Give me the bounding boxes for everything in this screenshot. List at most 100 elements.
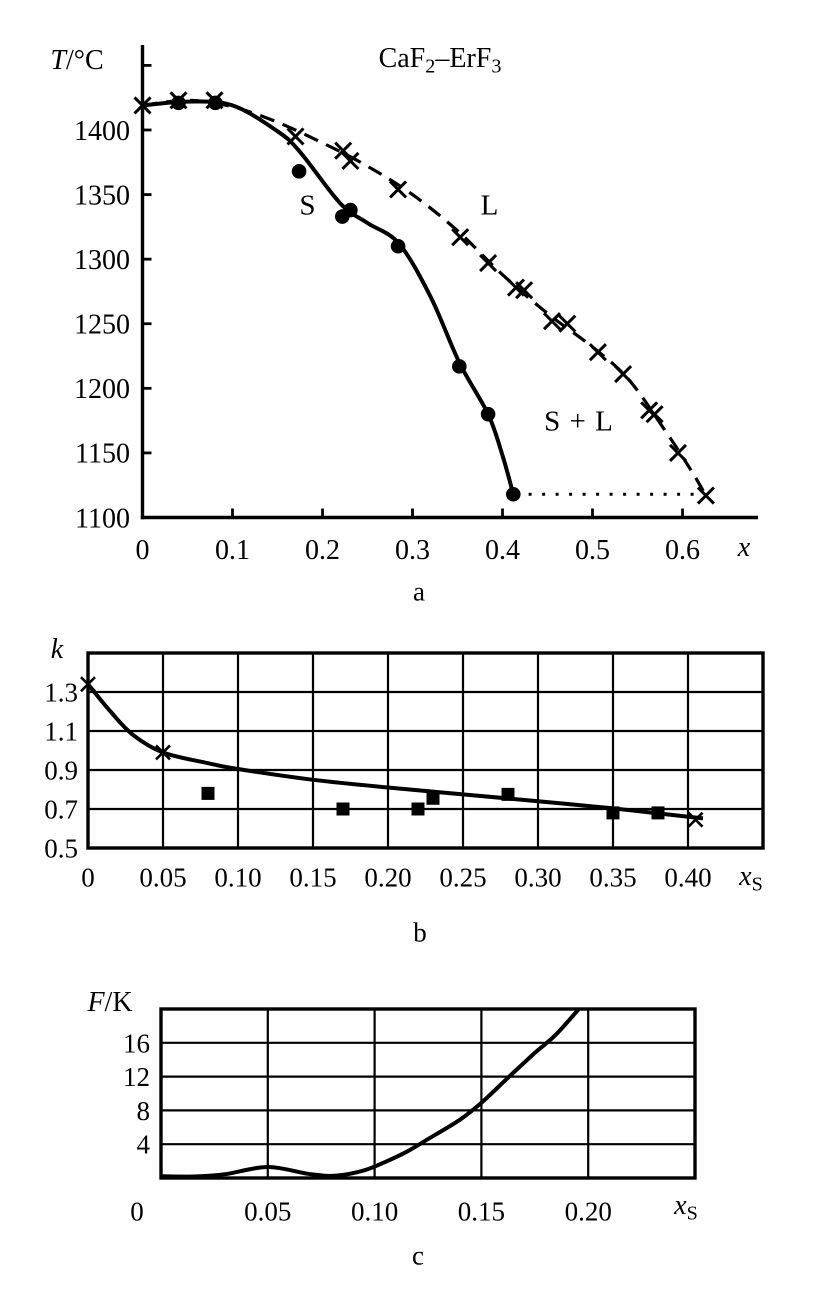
y-tick-label: 16 (123, 1028, 150, 1058)
panel-label-c: c (412, 1240, 424, 1271)
y-tick-label: 1400 (74, 116, 130, 147)
x-tick-label: 0.40 (664, 862, 711, 892)
y-tick-label: 1100 (75, 503, 130, 534)
title-sub2: 3 (491, 55, 502, 78)
liquidus-points-marker (451, 228, 470, 247)
x-tick-label: 0.2 (305, 535, 340, 566)
k-square-points-marker (651, 806, 665, 820)
chart-b-y-axis-title: k (51, 636, 63, 664)
chart-c-y-unit: /K (104, 987, 133, 1018)
chart-a-y-axis-title: T/°C (50, 47, 103, 75)
y-tick-label: 0.7 (44, 794, 78, 824)
liquidus-points-marker (515, 281, 534, 300)
liquidus-points-marker (668, 443, 688, 462)
k-square-points-marker (501, 787, 515, 801)
x-tick-label: 0 (136, 535, 150, 566)
y-tick-label: 1.1 (44, 716, 78, 746)
x-tick-label: 0.10 (214, 862, 261, 892)
liquidus-points-marker (558, 314, 577, 333)
liquidus-points-marker (614, 365, 633, 384)
x-tick-label: 0.3 (395, 535, 430, 566)
region-label-solid: S (299, 189, 317, 222)
k-square-points-marker (606, 806, 620, 820)
k-square-points-marker (411, 802, 425, 816)
k-x-points-marker (155, 744, 171, 761)
y-tick-label: 1250 (74, 310, 130, 341)
chart-a-x-symbol: x (737, 532, 751, 563)
region-label-liquid: L (480, 189, 500, 222)
x-tick-label: 0.05 (139, 862, 186, 892)
x-tick-label: 0.1 (215, 535, 250, 566)
chart-b-x-subscript: S (751, 873, 763, 896)
region-label-solid-plus-liquid: S + L (544, 405, 614, 438)
panel-label-b: b (413, 917, 427, 948)
chart-a: 0 0.1 0.2 0.3 0.4 0.5 0.6 1100 1150 1200 1250 1300 1… (74, 45, 758, 566)
plot-border (86, 651, 765, 850)
title-pre: CaF (378, 43, 426, 75)
k-square-points-marker (426, 791, 440, 805)
chart-a-y-symbol: T (50, 45, 66, 76)
y-tick-label: 4 (137, 1130, 151, 1160)
x-tick-label: 0.05 (244, 1196, 291, 1226)
chart-b: 0 0.05 0.10 0.15 0.20 0.25 0.30 0.35 0.40 0.5 0.7 0… (44, 651, 765, 892)
y-tick-label: 1150 (75, 439, 130, 470)
y-tick-label: 0.9 (44, 755, 78, 785)
liquidus-points-marker (341, 151, 360, 171)
x-tick-label: 0.5 (575, 535, 610, 566)
solidus-points-marker (291, 164, 307, 179)
title-dash: – (435, 43, 450, 75)
k-curve (86, 682, 704, 821)
x-tick-label: 0.35 (589, 862, 636, 892)
chart-a-title: CaF2–ErF3 (379, 45, 502, 77)
chart-a-x-axis-title: x (738, 534, 750, 562)
plot-border (159, 1007, 697, 1180)
liquidus-points-marker (696, 486, 715, 505)
liquidus-points-marker (542, 312, 562, 331)
k-square-points-marker (336, 802, 350, 816)
y-tick-label: 1300 (74, 245, 130, 276)
x-tick-label: 0 (81, 862, 95, 892)
x-tick-label: 0.25 (439, 862, 486, 892)
x-tick-label: 0.4 (485, 535, 520, 566)
y-tick-label: 1200 (74, 374, 130, 405)
liquidus-points-marker (479, 253, 498, 273)
x-tick-label: 0.20 (364, 862, 411, 892)
liquidus-points-marker (389, 180, 408, 199)
chart-c-y-axis-title: F/K (87, 989, 132, 1017)
chart-b-x-symbol: x (739, 861, 752, 893)
x-tick-label: 0 (130, 1196, 144, 1226)
k-x-points-marker (80, 676, 96, 693)
k-x-points-marker (687, 811, 704, 828)
k-square-points-marker (201, 786, 215, 800)
liquidus-curve (142, 98, 708, 497)
chart-c-y-symbol: F (87, 987, 105, 1018)
solidus-points-marker (506, 486, 521, 502)
f-curve (161, 1009, 582, 1178)
y-tick-label: 1350 (74, 180, 130, 211)
chart-c-x-subscript: S (686, 1202, 698, 1225)
x-tick-label: 0.20 (565, 1196, 612, 1226)
title-post: ErF (449, 43, 492, 75)
panel-label-a: a (413, 576, 425, 607)
x-tick-label: 0.30 (514, 862, 561, 892)
chart-c-x-symbol: x (674, 1190, 687, 1222)
x-tick-label: 0.15 (458, 1196, 505, 1226)
solidus-curve (142, 99, 516, 495)
x-tick-label: 0.6 (665, 535, 700, 566)
liquidus-points-marker (506, 278, 526, 297)
chart-b-x-axis-title: xS (739, 863, 763, 895)
y-tick-label: 0.5 (44, 833, 78, 863)
x-tick-label: 0.10 (351, 1196, 398, 1226)
y-tick-label: 8 (137, 1096, 151, 1126)
chart-c-x-axis-title: xS (674, 1192, 698, 1224)
x-tick-label: 0.15 (289, 862, 336, 892)
y-tick-label: 1.3 (44, 677, 78, 707)
y-tick-label: 12 (123, 1062, 150, 1092)
title-sub1: 2 (425, 55, 436, 78)
chart-b-y-symbol: k (50, 634, 64, 665)
chart-a-y-unit: /°C (65, 45, 104, 76)
chart-c: 0 0.05 0.10 0.15 0.20 4 8 12 16 (123, 1007, 697, 1226)
liquidus-points-marker (645, 405, 664, 424)
